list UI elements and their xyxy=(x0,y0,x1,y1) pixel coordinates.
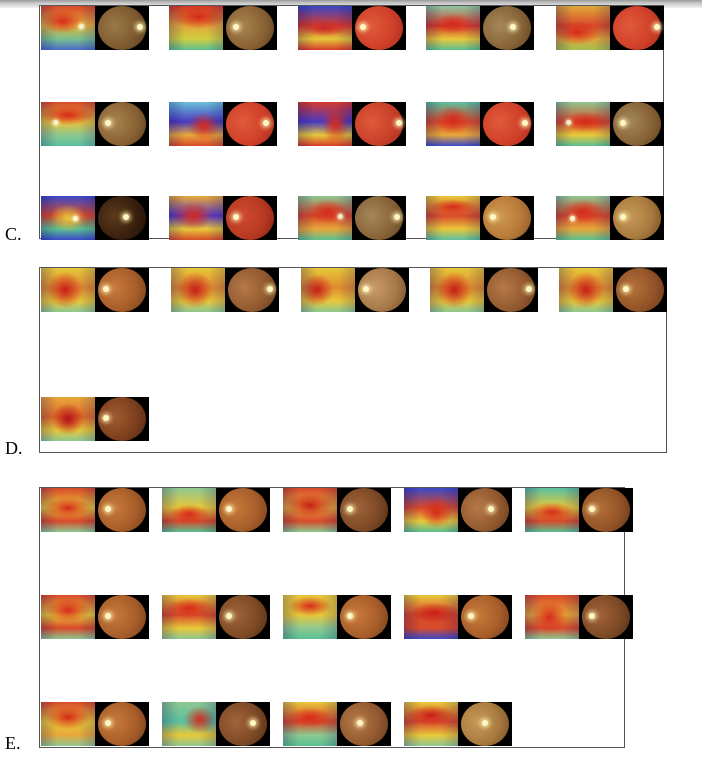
window-top-bar xyxy=(0,0,702,8)
fundus-image xyxy=(352,6,406,50)
fundus-image xyxy=(216,488,270,532)
fundus-image xyxy=(579,488,633,532)
heatmap-image xyxy=(426,6,480,50)
heatmap-image xyxy=(556,102,610,146)
heatmap-image xyxy=(41,102,95,146)
fundus-image xyxy=(216,702,270,746)
heatmap-image xyxy=(169,196,223,240)
fundus-image xyxy=(225,268,279,312)
fundus-image xyxy=(95,702,149,746)
fundus-image xyxy=(95,595,149,639)
fundus-image xyxy=(480,102,534,146)
heatmap-image xyxy=(169,102,223,146)
heatmap-image xyxy=(404,488,458,532)
fundus-image xyxy=(480,6,534,50)
fundus-image xyxy=(458,488,512,532)
heatmap-image xyxy=(298,102,352,146)
heatmap-image xyxy=(404,702,458,746)
heatmap-image xyxy=(283,702,337,746)
fundus-image xyxy=(352,102,406,146)
fundus-image xyxy=(613,268,667,312)
heatmap-image xyxy=(426,102,480,146)
fundus-image xyxy=(95,397,149,441)
fundus-image xyxy=(223,196,277,240)
heatmap-image xyxy=(301,268,355,312)
fundus-image xyxy=(95,6,149,50)
heatmap-image xyxy=(525,488,579,532)
heatmap-image xyxy=(162,595,216,639)
heatmap-image xyxy=(41,6,95,50)
heatmap-image xyxy=(525,595,579,639)
panel-label-c: C. xyxy=(5,224,22,244)
fundus-image xyxy=(95,488,149,532)
fundus-image xyxy=(352,196,406,240)
fundus-image xyxy=(337,702,391,746)
heatmap-image xyxy=(41,268,95,312)
heatmap-image xyxy=(298,196,352,240)
panel-e xyxy=(39,487,633,748)
fundus-image xyxy=(95,268,149,312)
heatmap-image xyxy=(41,595,95,639)
fundus-image xyxy=(355,268,409,312)
fundus-image xyxy=(95,196,149,240)
fundus-image xyxy=(223,102,277,146)
heatmap-image xyxy=(41,397,95,441)
fundus-image xyxy=(480,196,534,240)
heatmap-image xyxy=(556,6,610,50)
fundus-image xyxy=(216,595,270,639)
heatmap-image xyxy=(41,488,95,532)
heatmap-image xyxy=(556,196,610,240)
fundus-image xyxy=(458,595,512,639)
heatmap-image xyxy=(283,488,337,532)
heatmap-image xyxy=(162,488,216,532)
heatmap-image xyxy=(162,702,216,746)
heatmap-image xyxy=(41,196,95,240)
heatmap-image xyxy=(171,268,225,312)
fundus-image xyxy=(484,268,538,312)
heatmap-image xyxy=(41,702,95,746)
fundus-image xyxy=(223,6,277,50)
fundus-image xyxy=(95,102,149,146)
fundus-image xyxy=(610,196,664,240)
heatmap-image xyxy=(169,6,223,50)
fundus-image xyxy=(337,595,391,639)
panel-c xyxy=(39,5,664,240)
heatmap-image xyxy=(559,268,613,312)
fundus-image xyxy=(458,702,512,746)
panel-label-e: E. xyxy=(5,733,21,753)
fundus-image xyxy=(610,6,664,50)
panel-d xyxy=(39,267,667,453)
heatmap-image xyxy=(404,595,458,639)
fundus-image xyxy=(579,595,633,639)
panel-label-d: D. xyxy=(5,438,23,458)
heatmap-image xyxy=(283,595,337,639)
heatmap-image xyxy=(426,196,480,240)
heatmap-image xyxy=(298,6,352,50)
fundus-image xyxy=(610,102,664,146)
fundus-image xyxy=(337,488,391,532)
heatmap-image xyxy=(430,268,484,312)
